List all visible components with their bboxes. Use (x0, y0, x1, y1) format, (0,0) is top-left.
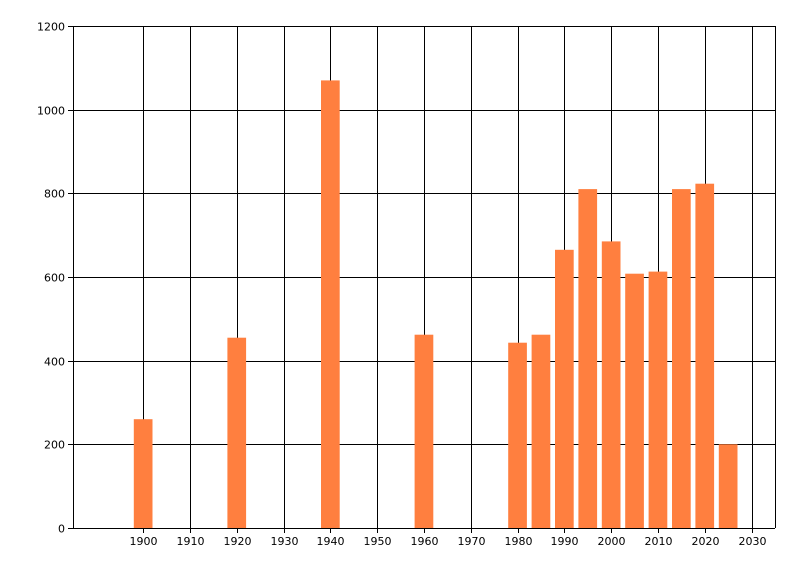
x-tick-label-1950: 1950 (364, 535, 392, 548)
x-tick-label-1970: 1970 (458, 535, 486, 548)
y-tick-label-200: 200 (44, 439, 65, 452)
y-tick-label-0: 0 (58, 523, 65, 536)
bar-1980 (508, 342, 527, 528)
bars (133, 80, 738, 529)
x-tick-label-1960: 1960 (411, 535, 439, 548)
bar-1940 (321, 80, 340, 529)
bar-2000 (601, 241, 621, 528)
bar-1985 (531, 334, 551, 528)
bar-1920 (227, 337, 247, 528)
bar-2005 (625, 273, 644, 528)
x-tick-label-2000: 2000 (598, 535, 626, 548)
bar-1900 (133, 419, 153, 528)
y-tick-label-1000: 1000 (37, 105, 65, 118)
bar-2015 (672, 189, 691, 528)
y-tick-label-1200: 1200 (37, 21, 65, 34)
bar-2025 (718, 444, 738, 528)
y-tick-label-400: 400 (44, 356, 65, 369)
x-tick-label-1920: 1920 (224, 535, 252, 548)
bar-1990 (555, 249, 574, 529)
x-tick-labels: 1900 1910 1920 1930 1940 1950 1960 1970 1980 1990… (130, 535, 767, 548)
bar-1995 (578, 189, 598, 528)
bar-2010 (648, 271, 668, 528)
x-tick-label-1990: 1990 (551, 535, 579, 548)
bar-1960 (414, 334, 434, 528)
axes (68, 26, 775, 533)
x-tick-label-1900: 1900 (130, 535, 158, 548)
x-tick-label-1910: 1910 (177, 535, 205, 548)
x-tick-label-1940: 1940 (317, 535, 345, 548)
x-tick-label-2030: 2030 (739, 535, 767, 548)
x-tick-label-1980: 1980 (505, 535, 533, 548)
x-tick-label-2020: 2020 (692, 535, 720, 548)
y-tick-label-800: 800 (44, 188, 65, 201)
x-tick-label-2010: 2010 (645, 535, 673, 548)
x-tick-label-1930: 1930 (271, 535, 299, 548)
y-tick-labels: 0 200 400 600 800 1000 1200 (37, 21, 65, 536)
bar-2020 (695, 183, 715, 528)
y-tick-label-600: 600 (44, 272, 65, 285)
